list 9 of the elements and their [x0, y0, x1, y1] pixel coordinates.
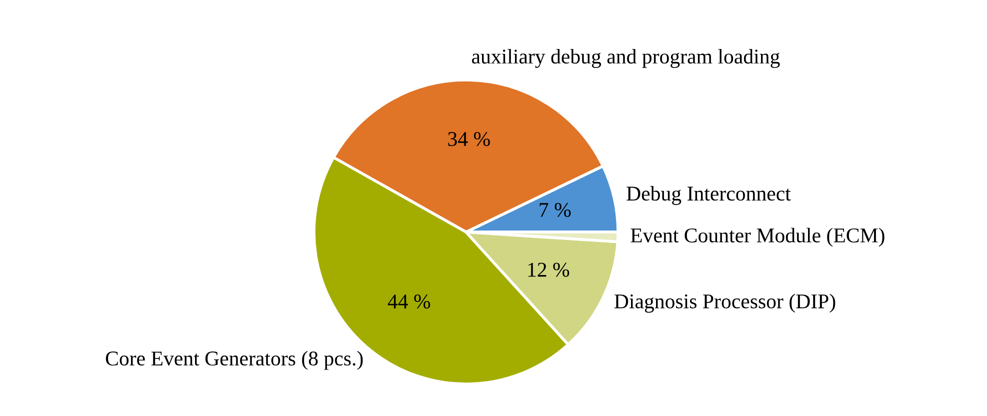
slice-label: Diagnosis Processor (DIP): [614, 294, 836, 313]
data-label: 7 %: [540, 202, 571, 217]
slice-label: auxiliary debug and program loading: [472, 48, 780, 68]
slice-label: Debug Interconnect: [626, 186, 791, 205]
slice-label: Event Counter Module (ECM): [630, 228, 884, 247]
slice-label: Core Event Generators (8 pcs.): [106, 350, 363, 370]
data-label: 34 %: [448, 132, 490, 146]
data-label: 12 %: [528, 262, 570, 277]
data-label: 44 %: [388, 294, 430, 309]
